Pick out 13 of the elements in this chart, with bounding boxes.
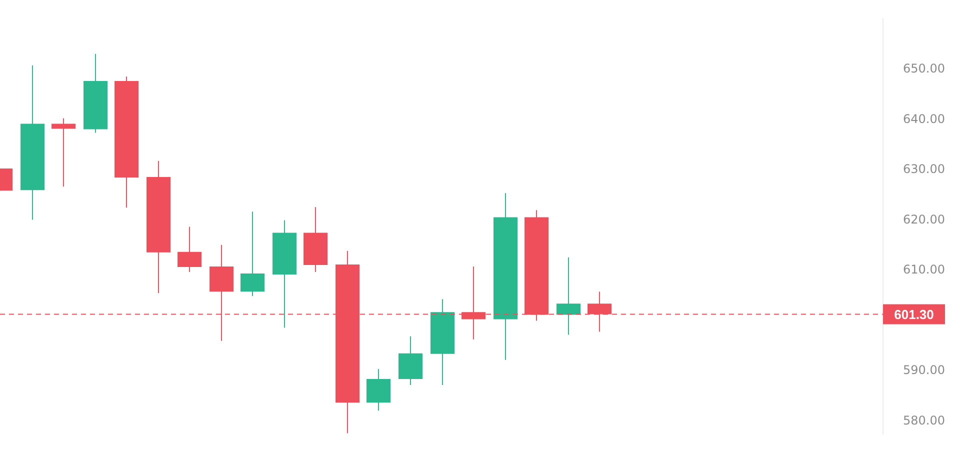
- y-tick-label: 630.00: [903, 162, 945, 176]
- ref-line-label: 601.30: [894, 306, 934, 322]
- y-tick-label: 610.00: [903, 262, 945, 277]
- y-tick-label: 590.00: [903, 363, 945, 378]
- candlestick: [556, 256, 580, 336]
- candlestick: [178, 226, 202, 272]
- candlestick: [240, 211, 264, 297]
- candlestick: [52, 118, 76, 188]
- y-tick-label: 580.00: [903, 413, 945, 428]
- y-tick-label: 640.00: [903, 112, 945, 126]
- candlestick: [366, 368, 390, 412]
- y-tick-label: 650.00: [903, 62, 945, 76]
- y-tick-label: 620.00: [903, 212, 945, 226]
